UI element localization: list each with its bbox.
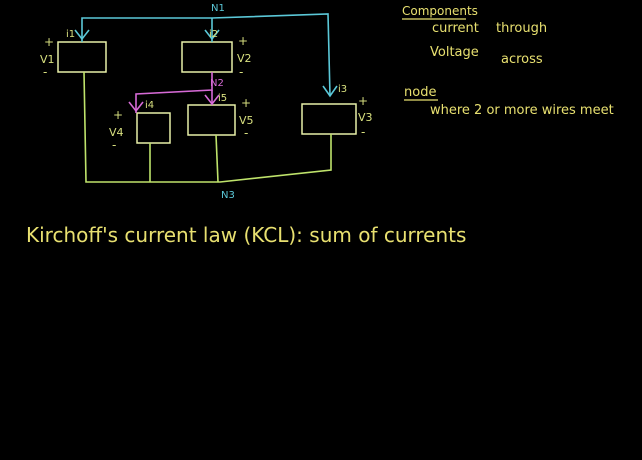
component-4-minus: - (112, 138, 116, 152)
component-2-box (181, 41, 233, 73)
through-note-label: through (496, 21, 547, 36)
current-note-label: current (432, 21, 479, 36)
component-5-minus: - (244, 126, 248, 140)
node-definition: where 2 or more wires meet (430, 103, 614, 118)
kcl-statement: Kirchoff's current law (KCL): sum of cur… (26, 223, 466, 247)
current-arrow-1 (74, 29, 90, 41)
component-1-plus: + (44, 35, 54, 49)
component-1-box (57, 41, 107, 73)
component-2-current-label: i2 (209, 29, 218, 40)
current-arrow-2 (204, 29, 220, 41)
component-3-current-label: i3 (338, 84, 347, 95)
components-heading: Components (402, 4, 478, 18)
node-3-label: N3 (221, 190, 235, 201)
component-3-voltage-label: V3 (358, 111, 373, 124)
node-3-wire (83, 71, 332, 183)
node-1-label: N1 (211, 3, 225, 14)
component-4-current-label: i4 (145, 100, 154, 111)
component-3-minus: - (361, 125, 365, 139)
component-4-voltage-label: V4 (109, 126, 124, 139)
component-2-plus: + (238, 34, 248, 48)
component-5-box (187, 104, 236, 136)
component-5-current-label: i5 (218, 93, 227, 104)
component-1-minus: - (43, 65, 47, 79)
component-5-voltage-label: V5 (239, 114, 254, 127)
component-3-box (301, 103, 357, 135)
component-5-plus: + (241, 96, 251, 110)
voltage-note-label: Voltage (430, 45, 479, 60)
node-2-label: N2 (210, 78, 224, 89)
component-2-minus: - (239, 65, 243, 79)
node-1-wire (81, 13, 331, 97)
current-arrow-5 (204, 94, 220, 106)
current-arrow-3 (322, 85, 338, 98)
component-3-plus: + (358, 94, 368, 108)
current-arrow-4 (128, 101, 144, 113)
node-3-branch-5 (215, 134, 219, 183)
component-2-voltage-label: V2 (237, 52, 252, 65)
component-1-current-label: i1 (66, 29, 75, 40)
component-1-voltage-label: V1 (40, 53, 55, 66)
component-4-plus: + (113, 108, 123, 122)
node-2-wire (135, 72, 213, 113)
component-4-box (136, 112, 171, 144)
node-heading: node (404, 85, 436, 100)
across-note-label: across (501, 52, 543, 67)
